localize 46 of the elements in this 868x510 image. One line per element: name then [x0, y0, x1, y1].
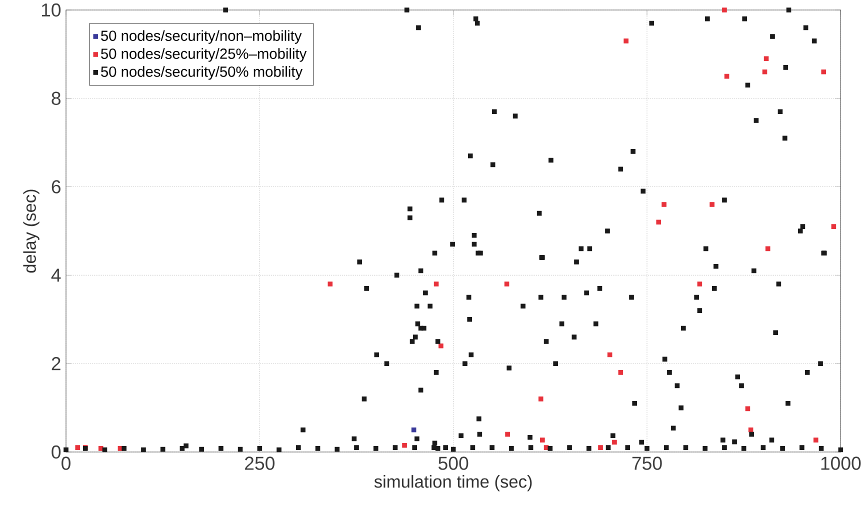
point — [748, 427, 754, 432]
x-tick-label: 500 — [438, 456, 468, 470]
point — [598, 445, 603, 450]
point — [765, 246, 770, 252]
point — [434, 282, 439, 286]
point — [745, 406, 750, 412]
point — [764, 56, 769, 62]
legend-label: 50 nodes/security/non–mobility — [101, 30, 302, 44]
y-tick-label: 10 — [42, 3, 61, 17]
point — [697, 282, 702, 286]
point — [328, 282, 333, 286]
point — [618, 370, 624, 375]
y-tick-label: 0 — [52, 445, 61, 459]
point — [813, 438, 818, 442]
point — [662, 202, 666, 207]
point — [538, 396, 544, 402]
point — [504, 282, 510, 286]
point — [624, 38, 628, 44]
point — [821, 69, 826, 74]
x-tick-label: 750 — [632, 456, 662, 470]
point — [411, 427, 416, 432]
point — [75, 445, 80, 450]
point — [607, 352, 612, 358]
point — [762, 69, 768, 74]
legend-label: 50 nodes/security/25%–mobility — [101, 48, 307, 62]
point — [98, 446, 104, 451]
point — [831, 224, 836, 229]
legend-label: 50 nodes/security/50% mobility — [101, 66, 303, 80]
x-tick-label: 0 — [62, 456, 70, 470]
point — [710, 202, 714, 207]
y-axis-title: delay (sec) — [23, 190, 40, 273]
x-tick-label: 250 — [245, 456, 275, 470]
point — [722, 8, 727, 12]
point — [612, 440, 617, 445]
point — [402, 442, 407, 448]
y-tick-label: 2 — [52, 357, 60, 370]
x-tick-label: 1000 — [821, 456, 861, 470]
y-tick-label: 8 — [52, 92, 60, 106]
x-axis-title: simulation time (sec) — [374, 475, 532, 492]
point — [540, 438, 545, 442]
point — [724, 74, 730, 79]
point — [656, 220, 662, 225]
y-tick-label: 6 — [52, 180, 60, 194]
point — [438, 344, 444, 348]
point — [505, 432, 510, 437]
y-tick-label: 4 — [51, 268, 61, 282]
